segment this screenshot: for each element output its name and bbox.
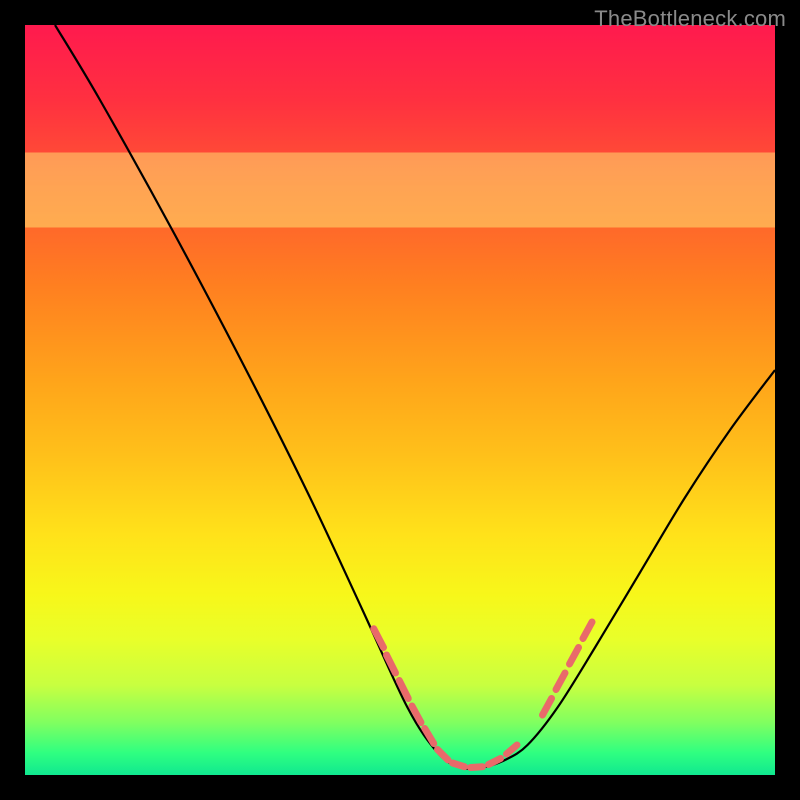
plot-background bbox=[25, 25, 775, 775]
highlight-dash-6 bbox=[453, 763, 465, 767]
watermark-text: TheBottleneck.com bbox=[594, 6, 786, 32]
bottleneck-curve-chart bbox=[0, 0, 800, 800]
highlight-dash-7 bbox=[471, 767, 483, 768]
overlay-band-0 bbox=[25, 153, 775, 228]
chart-container: TheBottleneck.com bbox=[0, 0, 800, 800]
